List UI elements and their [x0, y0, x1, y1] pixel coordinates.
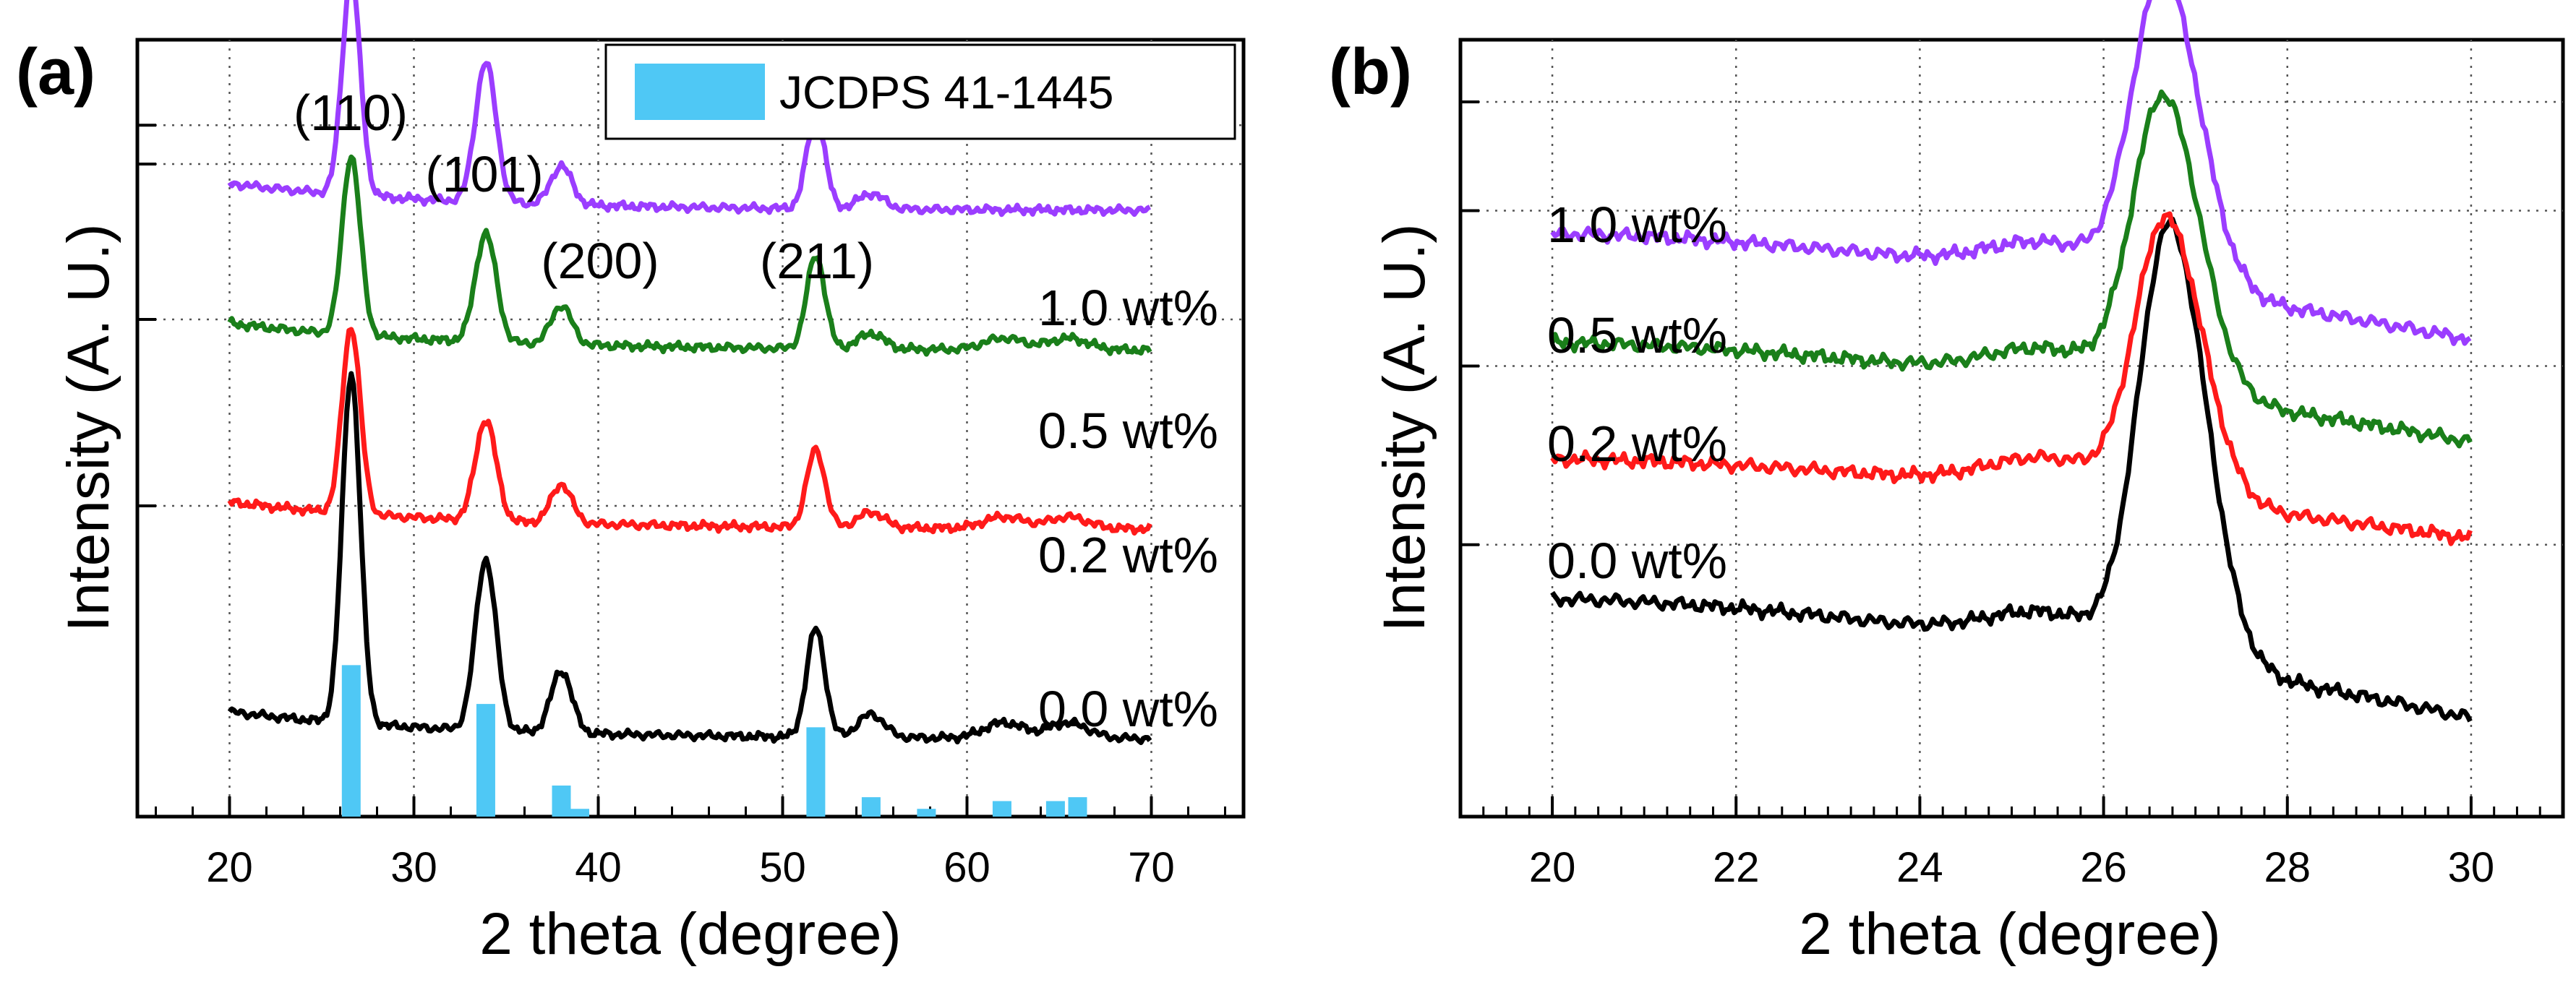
series-label: 0.5 wt% [1547, 307, 1727, 364]
series-line-02 [1550, 211, 2473, 546]
reference-bar [861, 797, 881, 817]
series-line-10 [1550, 0, 2472, 346]
x-tick-label: 30 [2448, 844, 2495, 891]
series-line-05 [227, 154, 1152, 357]
panel-b-series [1549, 0, 2473, 723]
panel-b-ticks: 20 22 24 26 28 30 [1459, 100, 2564, 891]
series-line-05 [1549, 89, 2473, 449]
series-line-10 [227, 0, 1152, 218]
series-line-00 [227, 371, 1152, 745]
x-tick-label: 26 [2080, 844, 2127, 891]
series-line-02 [227, 327, 1152, 536]
reference-bar [992, 801, 1011, 817]
x-tick-label: 60 [943, 844, 990, 891]
panel-a-y-axis-label: Intensity (A. U.) [56, 223, 121, 632]
x-tick-label: 24 [1896, 844, 1943, 891]
reference-bar [570, 809, 589, 817]
series-label: 1.0 wt% [1547, 197, 1727, 253]
series-line-00 [1550, 216, 2473, 723]
legend-swatch [635, 64, 765, 120]
reference-bar [341, 665, 361, 817]
reference-bar [806, 727, 826, 817]
panel-a: (a) 20 30 40 50 60 70 (110) (101) (200) (211) 0.… [16, 0, 1246, 967]
panel-b-grid [1460, 40, 2563, 817]
x-tick-label: 20 [206, 844, 253, 891]
panel-a-peak-labels: (110) (101) (200) (211) [294, 85, 874, 289]
peak-label: (200) [541, 233, 659, 289]
panel-a-legend: JCDPS 41-1445 [604, 43, 1236, 140]
panel-b-x-axis-label: 2 theta (degree) [1799, 901, 2221, 967]
peak-label: (110) [294, 85, 408, 141]
panel-a-reference-bars [341, 665, 1087, 817]
panel-a-ticks: 20 30 40 50 60 70 [137, 124, 1226, 891]
panel-b-y-axis-label: Intensity (A. U.) [1372, 223, 1437, 632]
x-tick-label: 28 [2264, 844, 2311, 891]
x-tick-label: 40 [575, 844, 622, 891]
panel-a-letter: (a) [16, 36, 95, 108]
panel-a-series [227, 0, 1152, 745]
panel-a-x-axis-label: 2 theta (degree) [479, 901, 902, 967]
panel-a-series-labels: 0.0 wt% 0.2 wt% 0.5 wt% 1.0 wt% [1038, 280, 1218, 737]
panel-b: (b) 20 22 24 26 28 30 0.0 wt% 0.2 wt% 0.5 wt% 1.… [1329, 0, 2565, 967]
x-tick-label: 22 [1713, 844, 1760, 891]
series-label: 0.5 wt% [1038, 403, 1218, 459]
panel-b-letter: (b) [1329, 36, 1412, 108]
x-tick-label: 30 [390, 844, 437, 891]
peak-label: (101) [425, 146, 543, 202]
reference-bar [552, 786, 571, 817]
series-label: 0.2 wt% [1038, 527, 1218, 583]
series-label: 1.0 wt% [1038, 280, 1218, 336]
panel-b-series-labels: 0.0 wt% 0.2 wt% 0.5 wt% 1.0 wt% [1547, 197, 1727, 589]
x-tick-label: 70 [1128, 844, 1175, 891]
x-tick-label: 50 [759, 844, 806, 891]
legend-label: JCDPS 41-1445 [779, 66, 1113, 119]
series-label: 0.0 wt% [1547, 533, 1727, 589]
reference-bar [1068, 797, 1087, 817]
series-label: 0.2 wt% [1547, 416, 1727, 472]
panel-a-frame [135, 38, 1246, 819]
reference-bar [917, 809, 936, 817]
reference-bar [1045, 801, 1065, 817]
x-tick-label: 20 [1529, 844, 1576, 891]
reference-bar [476, 704, 495, 817]
series-label: 0.0 wt% [1038, 681, 1218, 737]
peak-label: (211) [760, 233, 874, 289]
